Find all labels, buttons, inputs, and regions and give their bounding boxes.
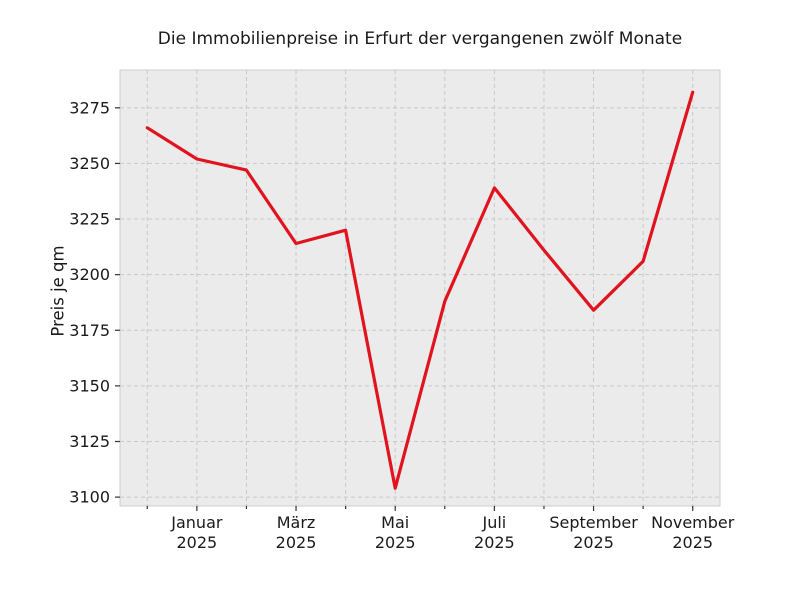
x-tick-month-label: Juli	[482, 513, 507, 532]
x-tick-year-label: 2025	[276, 533, 317, 552]
x-tick-year-label: 2025	[573, 533, 614, 552]
x-tick-year-label: 2025	[474, 533, 515, 552]
plot-area	[119, 69, 721, 507]
price-line	[145, 90, 695, 490]
y-tick-label: 3275	[69, 98, 110, 117]
y-tick-label: 3175	[69, 321, 110, 340]
x-tick-month-label: September	[549, 513, 638, 532]
y-tick-label: 3125	[69, 432, 110, 451]
x-tick-year-label: 2025	[177, 533, 218, 552]
x-tick-month-label: November	[651, 513, 735, 532]
y-tick-label: 3250	[69, 154, 110, 173]
x-tick-year-label: 2025	[375, 533, 416, 552]
x-tick-month-label: März	[277, 513, 316, 532]
y-tick-label: 3150	[69, 376, 110, 395]
chart-title: Die Immobilienpreise in Erfurt der verga…	[157, 29, 683, 49]
y-tick-label: 3200	[69, 265, 110, 284]
x-tick-month-label: Mai	[381, 513, 409, 532]
y-tick-label: 3225	[69, 210, 110, 229]
x-tick-month-label: Januar	[170, 513, 223, 532]
y-tick-label: 3100	[69, 488, 110, 507]
x-tick-year-label: 2025	[672, 533, 713, 552]
